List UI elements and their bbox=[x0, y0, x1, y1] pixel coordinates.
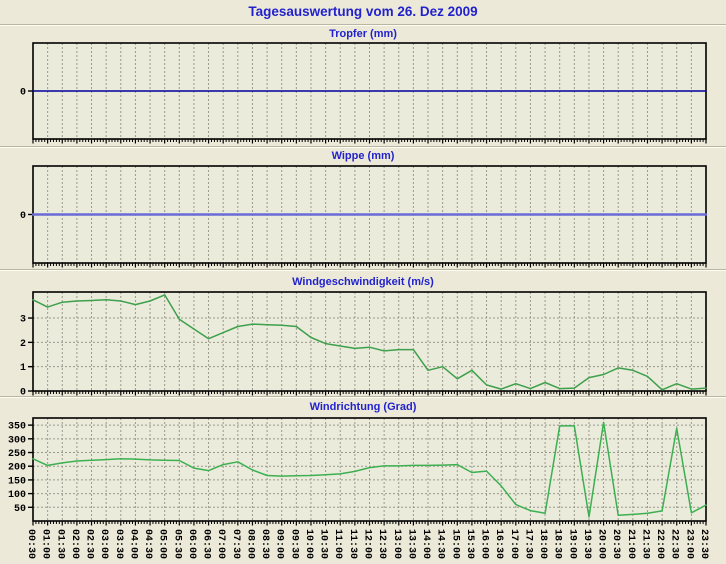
page-title: Tagesauswertung vom 26. Dez 2009 bbox=[248, 4, 478, 19]
svg-text:10:30: 10:30 bbox=[318, 529, 329, 559]
chart-title-wippe: Wippe (mm) bbox=[331, 150, 395, 162]
svg-text:15:00: 15:00 bbox=[449, 529, 460, 559]
svg-text:09:30: 09:30 bbox=[288, 529, 299, 559]
svg-text:0: 0 bbox=[20, 211, 26, 222]
wippe-chart: 0 bbox=[20, 165, 708, 268]
svg-text:14:00: 14:00 bbox=[420, 529, 431, 559]
svg-text:01:00: 01:00 bbox=[40, 529, 51, 559]
svg-text:1: 1 bbox=[20, 363, 26, 374]
svg-text:200: 200 bbox=[8, 463, 26, 474]
svg-text:07:00: 07:00 bbox=[215, 529, 226, 559]
svg-text:19:00: 19:00 bbox=[566, 529, 577, 559]
panel-windrichtung: Windrichtung (Grad) 50 100 150 200 250 300 350… bbox=[0, 396, 726, 564]
svg-text:50: 50 bbox=[14, 504, 26, 515]
svg-text:100: 100 bbox=[8, 490, 26, 501]
svg-text:12:30: 12:30 bbox=[376, 529, 387, 559]
svg-text:12:00: 12:00 bbox=[362, 529, 373, 559]
chart-title-tropfer: Tropfer (mm) bbox=[329, 28, 397, 40]
svg-text:16:00: 16:00 bbox=[479, 529, 490, 559]
svg-text:18:30: 18:30 bbox=[552, 529, 563, 559]
svg-text:17:00: 17:00 bbox=[508, 529, 519, 559]
svg-text:0: 0 bbox=[20, 88, 26, 99]
chart-title-windgeschwindigkeit: Windgeschwindigkeit (m/s) bbox=[292, 276, 434, 288]
svg-text:07:30: 07:30 bbox=[230, 529, 241, 559]
svg-text:06:00: 06:00 bbox=[186, 529, 197, 559]
svg-text:23:00: 23:00 bbox=[683, 529, 694, 559]
windrichtung-chart: 50 100 150 200 250 300 350 00:30 01:00 01:30 02:00… bbox=[8, 417, 709, 559]
svg-text:2: 2 bbox=[20, 339, 26, 350]
panel-windgeschwindigkeit: Windgeschwindigkeit (m/s) 0 1 2 3 bbox=[0, 269, 726, 398]
svg-text:150: 150 bbox=[8, 476, 26, 487]
chart-title-windrichtung: Windrichtung (Grad) bbox=[309, 401, 417, 413]
svg-text:22:00: 22:00 bbox=[654, 529, 665, 559]
svg-text:250: 250 bbox=[8, 449, 26, 460]
svg-text:08:30: 08:30 bbox=[259, 529, 270, 559]
svg-text:09:00: 09:00 bbox=[274, 529, 285, 559]
svg-text:10:00: 10:00 bbox=[303, 529, 314, 559]
svg-text:11:00: 11:00 bbox=[332, 529, 343, 559]
svg-text:02:30: 02:30 bbox=[84, 529, 95, 559]
svg-text:06:30: 06:30 bbox=[201, 529, 212, 559]
svg-text:05:30: 05:30 bbox=[171, 529, 182, 559]
svg-text:18:00: 18:00 bbox=[537, 529, 548, 559]
svg-text:01:30: 01:30 bbox=[54, 529, 65, 559]
panel-tropfer: Tropfer (mm) 0 bbox=[0, 24, 726, 146]
svg-text:13:30: 13:30 bbox=[405, 529, 416, 559]
svg-text:22:30: 22:30 bbox=[669, 529, 680, 559]
svg-text:3: 3 bbox=[20, 315, 26, 326]
svg-text:14:30: 14:30 bbox=[435, 529, 446, 559]
svg-text:17:30: 17:30 bbox=[522, 529, 533, 559]
svg-text:23:30: 23:30 bbox=[698, 529, 709, 559]
svg-text:04:00: 04:00 bbox=[127, 529, 138, 559]
svg-text:21:30: 21:30 bbox=[639, 529, 650, 559]
panel-wippe: Wippe (mm) 0 bbox=[0, 146, 726, 269]
svg-text:300: 300 bbox=[8, 435, 26, 446]
svg-text:04:30: 04:30 bbox=[142, 529, 153, 559]
svg-text:20:30: 20:30 bbox=[610, 529, 621, 559]
svg-text:21:00: 21:00 bbox=[625, 529, 636, 559]
svg-text:13:00: 13:00 bbox=[391, 529, 402, 559]
svg-text:19:30: 19:30 bbox=[581, 529, 592, 559]
svg-text:16:30: 16:30 bbox=[493, 529, 504, 559]
svg-text:20:00: 20:00 bbox=[596, 529, 607, 559]
svg-text:11:30: 11:30 bbox=[347, 529, 358, 559]
svg-text:00:30: 00:30 bbox=[25, 529, 36, 559]
svg-text:0: 0 bbox=[20, 388, 26, 398]
windgeschwindigkeit-chart: 0 1 2 3 bbox=[20, 291, 707, 398]
svg-text:02:00: 02:00 bbox=[69, 529, 80, 559]
svg-text:08:00: 08:00 bbox=[244, 529, 255, 559]
svg-text:15:30: 15:30 bbox=[464, 529, 475, 559]
svg-text:05:00: 05:00 bbox=[157, 529, 168, 559]
svg-text:350: 350 bbox=[8, 422, 26, 433]
tropfer-chart: 0 bbox=[20, 42, 707, 144]
svg-text:03:00: 03:00 bbox=[98, 529, 109, 559]
svg-text:03:30: 03:30 bbox=[113, 529, 124, 559]
